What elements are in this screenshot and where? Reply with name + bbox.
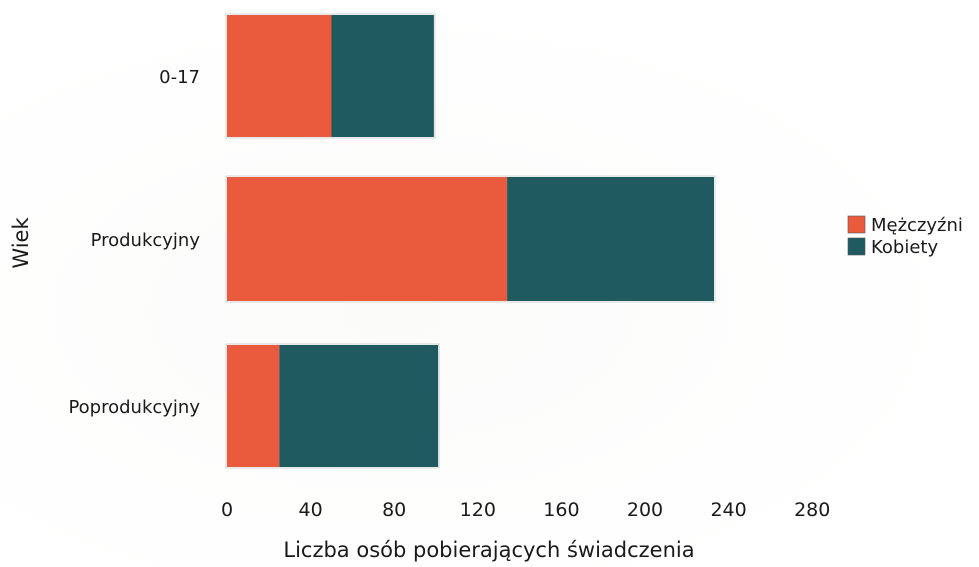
category-labels: 0-17 Produkcyjny Poprodukcyjny (68, 67, 200, 418)
bar-poprodukcyjny-mezczyzni (227, 345, 280, 467)
bar-0-17-kobiety (331, 15, 434, 137)
bar-0-17-mezczyzni (227, 15, 332, 137)
x-tick-0: 0 (221, 499, 233, 521)
x-tick-200: 200 (627, 499, 663, 521)
bar-outline-poprodukcyjny (225, 343, 440, 469)
bar-produkcyjny-mezczyzni (227, 177, 508, 301)
x-tick-120: 120 (460, 499, 496, 521)
category-label-produkcyjny: Produkcyjny (91, 230, 201, 251)
x-tick-40: 40 (299, 499, 323, 521)
x-tick-280: 280 (794, 499, 830, 521)
x-axis-title: Liczba osób pobierających świadczenia (283, 538, 694, 562)
x-tick-80: 80 (382, 499, 406, 521)
bar-produkcyjny-kobiety (507, 177, 714, 301)
x-tick-160: 160 (543, 499, 579, 521)
legend-swatch-kobiety (847, 237, 866, 256)
legend-label-mezczyzni: Mężczyźni (871, 215, 963, 236)
bar-poprodukcyjny-kobiety (279, 345, 439, 467)
x-tick-240: 240 (710, 499, 746, 521)
bar-outline-0-17 (225, 13, 436, 139)
bars-layer (225, 13, 716, 469)
legend-swatch-mezczyzni (847, 215, 866, 234)
x-tick-labels: 0 40 80 120 160 200 240 280 (221, 499, 830, 521)
bar-outline-produkcyjny (225, 175, 716, 303)
category-label-poprodukcyjny: Poprodukcyjny (68, 397, 200, 418)
y-axis-title: Wiek (9, 217, 33, 269)
category-label-0-17: 0-17 (159, 67, 200, 88)
legend-label-kobiety: Kobiety (871, 237, 938, 258)
